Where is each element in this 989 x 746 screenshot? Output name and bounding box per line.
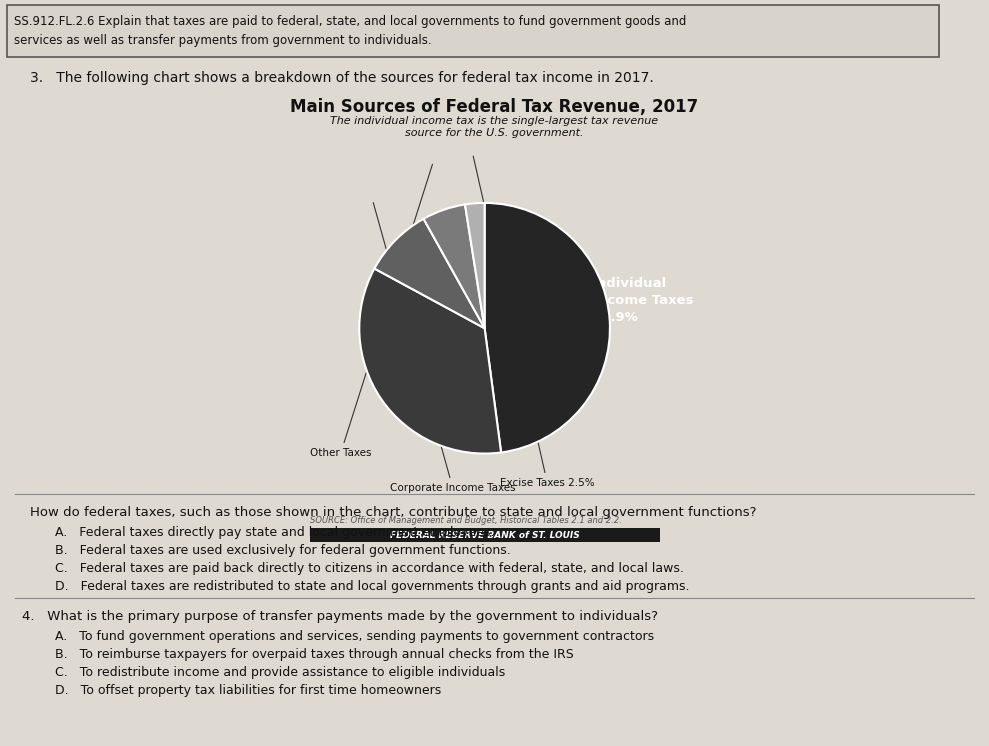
Text: A.   Federal taxes directly pay state and local government employees.: A. Federal taxes directly pay state and … [55,526,494,539]
Text: D.   To offset property tax liabilities for first time homeowners: D. To offset property tax liabilities fo… [55,684,441,697]
Text: SOURCE: Office of Management and Budget, Historical Tables 2.1 and 2.2.: SOURCE: Office of Management and Budget,… [310,516,622,525]
Text: Other Taxes: Other Taxes [310,164,432,458]
Text: B.   To reimburse taxpayers for overpaid taxes through annual checks from the IR: B. To reimburse taxpayers for overpaid t… [55,648,574,661]
Text: Excise Taxes 2.5%: Excise Taxes 2.5% [473,156,594,488]
Text: Main Sources of Federal Tax Revenue, 2017: Main Sources of Federal Tax Revenue, 201… [290,98,698,116]
Text: A.   To fund government operations and services, sending payments to government : A. To fund government operations and ser… [55,630,654,643]
Wedge shape [359,269,501,454]
Text: SS.912.FL.2.6 Explain that taxes are paid to federal, state, and local governmen: SS.912.FL.2.6 Explain that taxes are pai… [14,15,686,47]
Bar [310,528,660,542]
Text: C.   To redistribute income and provide assistance to eligible individuals: C. To redistribute income and provide as… [55,666,505,679]
Wedge shape [375,219,485,328]
Text: The individual income tax is the single-largest tax revenue
source for the U.S. : The individual income tax is the single-… [330,116,658,139]
Text: Corporate Income Taxes: Corporate Income Taxes [373,203,515,493]
Text: 5.6%: 5.6% [438,215,471,228]
Text: FEDERAL RESERVE BANK of ST. LOUIS: FEDERAL RESERVE BANK of ST. LOUIS [390,530,580,539]
Text: 4.   What is the primary purpose of transfer payments made by the government to : 4. What is the primary purpose of transf… [22,610,658,623]
Wedge shape [465,203,485,328]
Text: 9%: 9% [399,245,420,257]
Text: B.   Federal taxes are used exclusively for federal government functions.: B. Federal taxes are used exclusively fo… [55,544,510,557]
Wedge shape [423,204,485,328]
Text: 3.   The following chart shows a breakdown of the sources for federal tax income: 3. The following chart shows a breakdown… [30,71,654,85]
Wedge shape [485,203,610,453]
Text: How do federal taxes, such as those shown in the chart, contribute to state and : How do federal taxes, such as those show… [30,506,757,519]
Text: Individual
Income Taxes
47.9%: Individual Income Taxes 47.9% [592,277,693,324]
Text: Payroll Taxes
35%: Payroll Taxes 35% [360,332,458,362]
FancyBboxPatch shape [7,5,939,57]
Text: D.   Federal taxes are redistributed to state and local governments through gran: D. Federal taxes are redistributed to st… [55,580,689,593]
Text: C.   Federal taxes are paid back directly to citizens in accordance with federal: C. Federal taxes are paid back directly … [55,562,683,575]
